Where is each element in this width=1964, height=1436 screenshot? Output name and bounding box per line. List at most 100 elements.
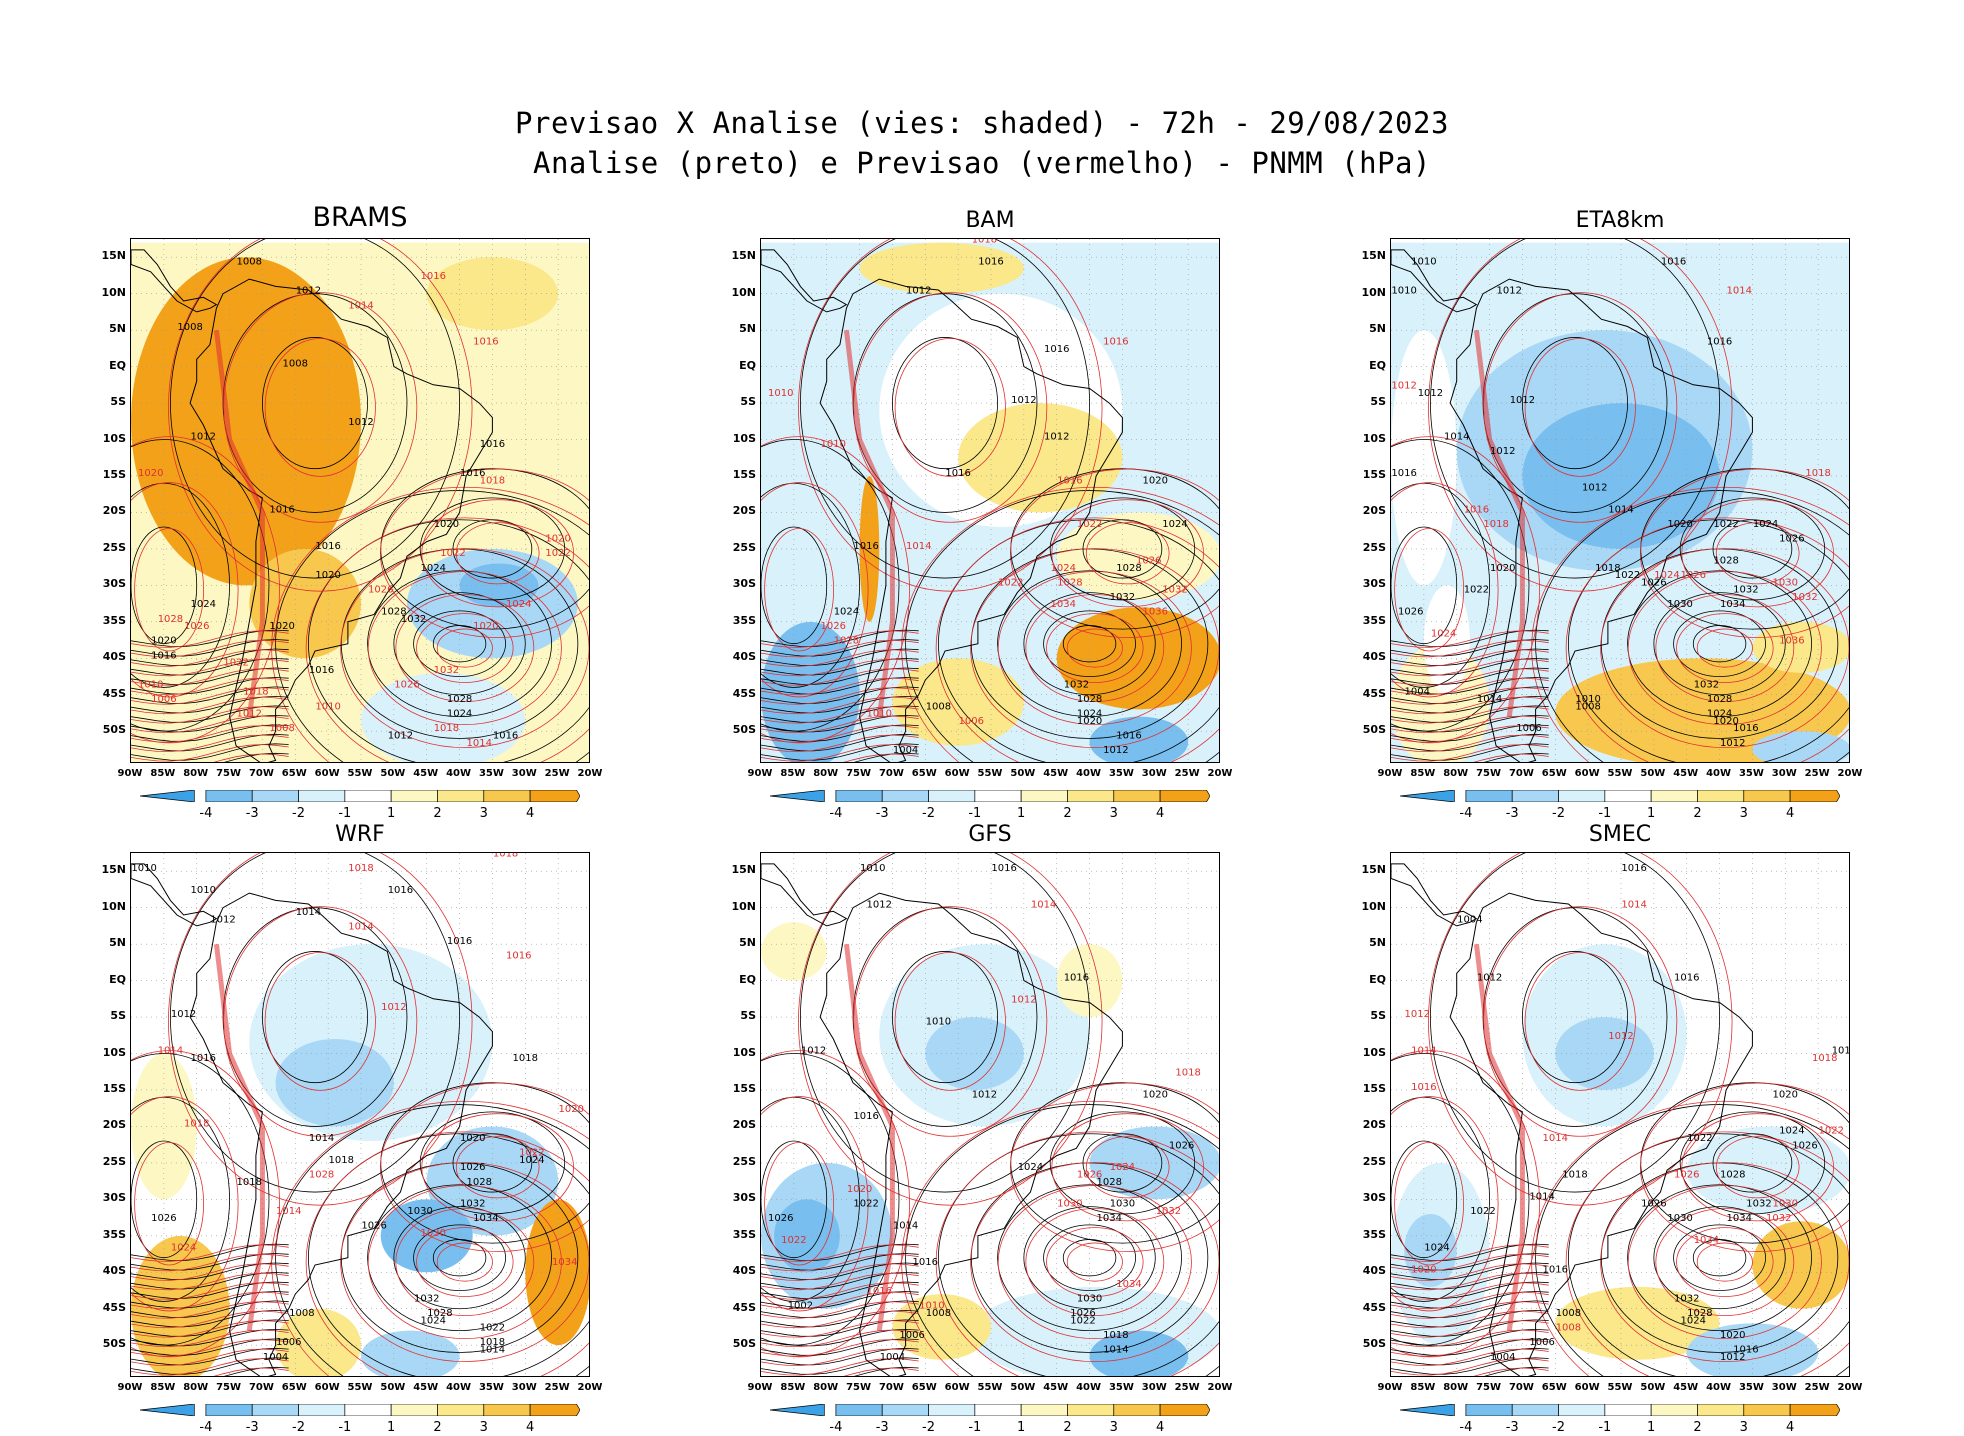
analysis-pressure-label: 1028 (1687, 1308, 1712, 1319)
analysis-pressure-label: 1032 (1694, 679, 1719, 690)
forecast-pressure-label: 1026 (368, 585, 393, 596)
longitude-tick-label: 70W (248, 768, 274, 779)
analysis-pressure-label: 1010 (191, 885, 216, 896)
analysis-pressure-label: 1024 (421, 563, 446, 574)
analysis-pressure-label: 1020 (1077, 716, 1102, 727)
map-frame: 1008 1012 1008 1012 1008 1012 1016 1016 1020 1024… (130, 238, 590, 763)
analysis-pressure-label: 1004 (1405, 687, 1430, 698)
longitude-tick-label: 75W (216, 1382, 242, 1393)
analysis-pressure-label: 1026 (768, 1213, 793, 1224)
colorbar-bin (1159, 1404, 1210, 1416)
analysis-pressure-label: 1016 (191, 1053, 216, 1064)
analysis-pressure-label: 1018 (480, 1337, 505, 1348)
isobar-line (761, 1272, 919, 1291)
latitude-tick-label: 5S (740, 395, 756, 409)
bias-shade-area (1056, 512, 1219, 600)
colorbar-bin (928, 1404, 976, 1416)
colorbar-level-label: 2 (433, 1420, 442, 1435)
forecast-isobar (1715, 1136, 1800, 1199)
colorbar-level-label: 1 (1647, 1420, 1656, 1435)
forecast-isobar (1051, 499, 1204, 608)
latitude-tick-label: 25S (102, 540, 126, 554)
isobars (131, 239, 589, 762)
analysis-isobar (1679, 1111, 1826, 1215)
isobar-line (1391, 1329, 1549, 1348)
bias-shade-area (761, 922, 827, 981)
longitude-tick-label: 50W (380, 768, 406, 779)
isobars (1391, 239, 1849, 762)
analysis-isobar (367, 570, 552, 718)
forecast-pressure-label: 1014 (158, 1046, 183, 1057)
isobar-line (131, 715, 289, 734)
analysis-pressure-label: 1008 (289, 1308, 314, 1319)
latitude-tick-label: 10N (1361, 899, 1386, 913)
forecast-pressure-label: 1010 (919, 1301, 944, 1312)
forecast-isobar (1428, 853, 1733, 1206)
analysis-pressure-label: 1016 (1543, 1264, 1568, 1275)
isobar-line (1391, 1348, 1549, 1367)
forecast-pressure-label: 1030 (1773, 577, 1798, 588)
analysis-pressure-label: 1030 (1077, 1293, 1102, 1304)
longitude-tick-label: 45W (1043, 1382, 1069, 1393)
forecast-isobar (761, 1050, 910, 1358)
forecast-pressure-label: 1026 (1674, 1169, 1699, 1180)
latitude-tick-label: 50S (1362, 1337, 1386, 1351)
isobar-line (761, 706, 919, 724)
analysis-pressure-label: 1016 (1044, 344, 1069, 355)
forecast-pressure-label: 1014 (1543, 1133, 1568, 1144)
analysis-pressure-label: 1020 (1667, 519, 1692, 530)
south-america-coastline (189, 278, 493, 762)
bias-shade-area (1686, 1126, 1849, 1214)
forecast-isobar (1428, 239, 1733, 592)
longitude-tick-label: 85W (150, 1382, 176, 1393)
longitude-tick-label: 90W (117, 768, 143, 779)
colorbar-level-label: -4 (1459, 1420, 1473, 1435)
analysis-pressure-label: 1014 (1103, 1344, 1128, 1355)
longitude-tick-label: 85W (1410, 1382, 1436, 1393)
analysis-pressure-label: 1026 (460, 1162, 485, 1173)
analysis-pressure-label: 1028 (427, 1308, 452, 1319)
isobar-line (1391, 1253, 1549, 1272)
bias-shade-area (525, 1199, 589, 1346)
isobar-line (131, 1301, 289, 1319)
forecast-isobar (764, 1142, 835, 1266)
analysis-isobar (413, 1224, 506, 1291)
forecast-pressure-label: 1014 (1411, 1046, 1436, 1057)
longitude-tick-label: 40W (1076, 768, 1102, 779)
analysis-isobar (905, 1104, 1219, 1376)
longitude-tick-label: 35W (1108, 1382, 1134, 1393)
analysis-pressure-label: 1012 (1103, 745, 1128, 756)
forecast-isobar (1640, 468, 1849, 638)
forecast-isobar (1600, 1162, 1849, 1362)
analysis-pressure-label: 1022 (853, 1199, 878, 1210)
longitude-tick-label: 40W (1076, 1382, 1102, 1393)
forecast-isobar (1565, 1131, 1849, 1376)
analysis-pressure-label: 1022 (1713, 519, 1738, 530)
forecast-isobar (305, 1131, 589, 1376)
latitude-tick-label: 10N (101, 899, 126, 913)
colorbar-level-label: -4 (199, 1420, 213, 1435)
isobar-line (761, 677, 919, 696)
analysis-isobar (170, 239, 460, 579)
forecast-pressure-label: 1032 (1156, 1206, 1181, 1217)
analysis-pressure-label: 1026 (361, 1221, 386, 1232)
figure-title-line1: Previsao X Analise (vies: shaded) - 72h … (515, 106, 1449, 140)
analysis-pressure-label: 1026 (1792, 1140, 1817, 1151)
forecast-isobar (395, 1208, 535, 1317)
isobar-line (1391, 1358, 1549, 1376)
analysis-pressure-label: 1016 (1391, 468, 1416, 479)
colorbar-level-label: 2 (1693, 806, 1702, 821)
latitude-tick-label: 5N (1369, 322, 1386, 336)
analysis-pressure-label: 1012 (801, 1046, 826, 1057)
analysis-pressure-label: 1012 (972, 1089, 997, 1100)
longitude-tick-label: 30W (1141, 1382, 1167, 1393)
isobar-line (1391, 1272, 1549, 1291)
latitude-tick-label: 35S (102, 613, 126, 627)
forecast-isobar (1025, 594, 1165, 703)
analysis-isobar (1535, 490, 1849, 762)
forecast-pressure-label: 1020 (473, 621, 498, 632)
forecast-pressure-label: 1018 (348, 863, 373, 874)
latitude-tick-label: 50S (102, 723, 126, 737)
longitude-tick-label: 30W (511, 1382, 537, 1393)
forecast-isobar (1681, 499, 1834, 608)
